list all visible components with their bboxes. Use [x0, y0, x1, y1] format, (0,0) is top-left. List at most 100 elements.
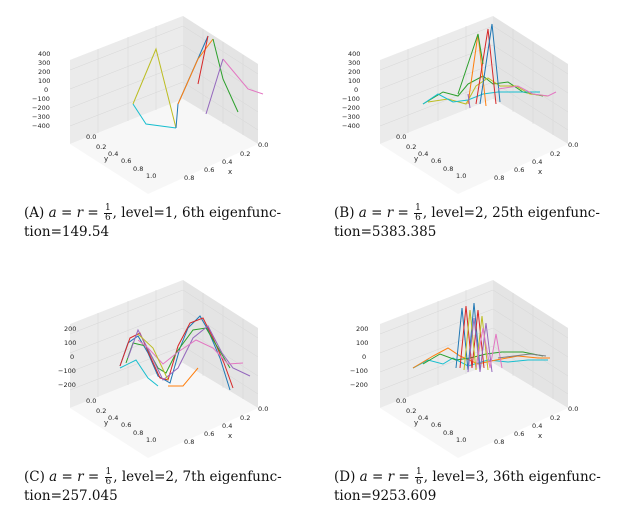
floor-pane — [70, 363, 258, 458]
z-tick: 100 — [348, 77, 360, 85]
eigenfunction-lines — [412, 302, 550, 373]
back-pane-right — [493, 16, 568, 144]
y-tick-labels: 0.0 0.2 0.4 0.6 0.8 1.0 — [86, 133, 156, 180]
equals-sign: = — [397, 205, 409, 221]
y-tick: 0.6 — [431, 421, 441, 429]
caption-text-line1: , level=2, 25th eigenfunc- — [422, 205, 600, 221]
y-tick: 0.2 — [406, 143, 416, 151]
x-tick: 0.0 — [258, 405, 268, 413]
z-tick: −400 — [342, 122, 360, 130]
var-r: r — [386, 205, 394, 221]
x-tick: 0.6 — [204, 166, 214, 174]
surface-plot-c: 200 100 0 −100 −200 0.0 0.2 0.4 0.6 0.8 … — [8, 268, 308, 463]
x-tick: 0.8 — [494, 438, 504, 446]
caption-label: (A) — [24, 205, 45, 221]
figure-panel-b: 400 300 200 100 0 −100 −200 −300 −400 0.… — [318, 4, 618, 254]
y-tick: 0.2 — [96, 143, 106, 151]
series-line — [467, 93, 471, 109]
x-tick-labels: 0.0 0.2 0.4 0.6 0.8 — [184, 405, 268, 446]
back-pane-right — [493, 280, 568, 408]
var-a: a — [359, 469, 368, 485]
x-tick: 0.8 — [494, 174, 504, 182]
x-tick: 0.4 — [222, 158, 232, 166]
fraction-numerator: 1 — [415, 467, 423, 478]
series-line — [168, 367, 199, 387]
var-r: r — [76, 205, 84, 221]
y-tick: 0.8 — [133, 429, 143, 437]
fraction-denominator: 6 — [415, 213, 421, 223]
series-line — [125, 327, 231, 374]
var-a: a — [48, 205, 57, 221]
z-tick: −200 — [58, 381, 76, 389]
x-tick: 0.2 — [550, 150, 560, 158]
y-tick: 0.4 — [418, 150, 428, 158]
x-axis-label: x — [228, 168, 232, 176]
caption-text-line2: tion=149.54 — [24, 224, 110, 240]
floor-pane — [70, 99, 258, 194]
z-tick: 200 — [356, 325, 368, 333]
x-tick: 0.0 — [568, 405, 578, 413]
x-axis-label: x — [538, 432, 542, 440]
series-line — [422, 91, 540, 105]
caption-text-line1: , level=1, 6th eigenfunc- — [112, 205, 282, 221]
figure-panel-a: 400 300 200 100 0 −100 −200 −300 −400 0.… — [8, 4, 308, 254]
z-tick: −300 — [342, 113, 360, 121]
surface-plot-d: 200 100 0 −100 −200 0.0 0.2 0.4 0.6 0.8 … — [318, 268, 618, 463]
z-tick: −200 — [342, 104, 360, 112]
series-line — [119, 359, 159, 387]
grid-lines — [69, 289, 259, 399]
back-pane-right — [183, 280, 258, 408]
x-tick: 0.4 — [532, 422, 542, 430]
surface-plot-b: 400 300 200 100 0 −100 −200 −300 −400 0.… — [318, 4, 618, 199]
caption-label: (B) — [334, 205, 355, 221]
fraction-numerator: 1 — [103, 203, 112, 214]
z-tick: 100 — [38, 77, 50, 85]
z-tick: 0 — [70, 353, 74, 361]
series-line — [475, 327, 503, 369]
series-line — [212, 38, 239, 113]
x-tick-labels: 0.0 0.2 0.4 0.6 0.8 — [494, 405, 578, 446]
y-tick: 0.0 — [396, 397, 406, 405]
z-tick: 300 — [348, 59, 360, 67]
caption-text-line1: , level=2, 7th eigenfunc- — [113, 469, 282, 485]
z-tick: −100 — [58, 367, 76, 375]
series-line — [412, 347, 550, 369]
y-tick: 1.0 — [146, 436, 156, 444]
series-line — [137, 333, 169, 381]
y-axis-label: y — [414, 419, 418, 427]
series-line — [497, 353, 547, 359]
figure-panel-d: 200 100 0 −100 −200 0.0 0.2 0.4 0.6 0.8 … — [318, 268, 618, 518]
x-axis-label: x — [228, 432, 232, 440]
series-line — [427, 77, 549, 105]
x-tick: 0.6 — [204, 430, 214, 438]
plot-svg-b: 400 300 200 100 0 −100 −200 −300 −400 0.… — [342, 16, 578, 194]
x-tick: 0.8 — [184, 438, 194, 446]
series-line — [132, 103, 177, 129]
z-tick-labels: 200 100 0 −100 −200 — [58, 325, 76, 389]
y-tick: 0.0 — [86, 133, 96, 141]
z-tick: −300 — [32, 113, 50, 121]
y-tick: 0.8 — [133, 165, 143, 173]
y-tick: 0.2 — [96, 407, 106, 415]
y-tick: 0.4 — [108, 414, 118, 422]
y-tick: 1.0 — [456, 172, 466, 180]
fraction-numerator: 1 — [414, 203, 422, 214]
series-line — [457, 33, 484, 95]
z-tick: −200 — [350, 381, 368, 389]
caption-label: (D) — [334, 469, 356, 485]
var-a: a — [49, 469, 58, 485]
floor-pane — [380, 99, 568, 194]
x-tick: 0.0 — [568, 141, 578, 149]
z-tick: 100 — [356, 339, 368, 347]
z-tick: 0 — [354, 86, 358, 94]
z-tick: 200 — [64, 325, 76, 333]
y-tick: 0.8 — [443, 429, 453, 437]
y-axis-label: y — [104, 155, 108, 163]
y-tick-labels: 0.0 0.2 0.4 0.6 0.8 1.0 — [396, 397, 466, 444]
